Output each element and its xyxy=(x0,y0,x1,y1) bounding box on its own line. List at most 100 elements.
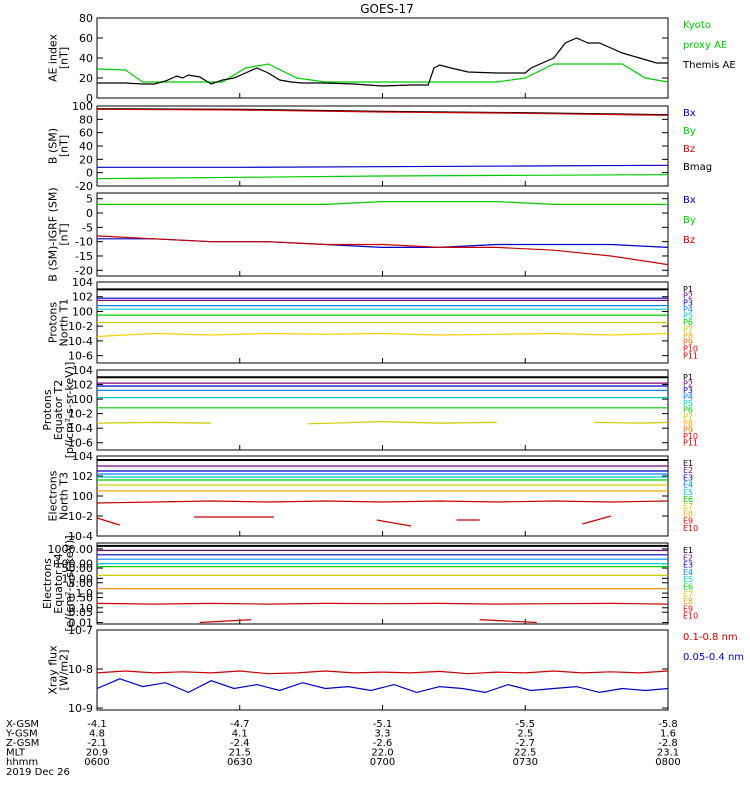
series-line-e10a xyxy=(96,517,120,526)
legend-entry: P8 xyxy=(683,331,693,340)
legend-entry: P8 xyxy=(683,419,693,428)
y-tick-label: 10-4 xyxy=(68,530,93,543)
x-tick-value: 3.3 xyxy=(375,729,391,740)
legend-entry: Bx xyxy=(683,108,696,119)
legend-entry: E6 xyxy=(683,495,693,504)
y-axis-label: AE index xyxy=(47,33,60,82)
legend-entry: Bx xyxy=(683,195,696,206)
y-tick-label: 102 xyxy=(72,470,93,483)
x-tick-value: -2.8 xyxy=(658,738,678,749)
y-axis-label: Electrons xyxy=(47,470,60,521)
y-tick-label: 104 xyxy=(72,450,93,463)
y-tick-label: -5 xyxy=(82,221,93,234)
legend-entry: E10 xyxy=(683,612,698,621)
legend-entry: P1 xyxy=(683,285,693,294)
x-tick-value: 0800 xyxy=(655,757,680,768)
legend-entry: P7 xyxy=(683,412,693,421)
legend-entry: 0.1-0.8 nm xyxy=(683,632,738,643)
series-line-e9 xyxy=(96,500,669,504)
x-tick-value: 0600 xyxy=(84,757,109,768)
y-tick-label: 40 xyxy=(79,52,93,65)
y-tick-label: 60 xyxy=(79,127,93,140)
y-axis-label: [p/(cm²-s-sr-keV)] xyxy=(63,362,76,459)
y-axis-label: North T3 xyxy=(58,472,71,520)
legend-entry: E2 xyxy=(683,466,693,475)
y-tick-label: 0 xyxy=(86,207,93,220)
y-tick-label: 0.05 xyxy=(69,606,94,619)
series-line-0-1-0-8-nm xyxy=(96,670,669,675)
y-axis-label: [W/m2] xyxy=(58,650,71,691)
x-tick-value: -2.4 xyxy=(230,738,250,749)
legend-entry: P4 xyxy=(683,393,693,402)
y-tick-label: 10-2 xyxy=(68,320,93,333)
x-tick-value: -4.7 xyxy=(230,719,250,730)
legend-entry: E5 xyxy=(683,575,693,584)
x-row-label: MLT xyxy=(6,748,26,759)
x-tick-value: 1.6 xyxy=(660,729,676,740)
legend-entry: P4 xyxy=(683,305,693,314)
panel-frame xyxy=(96,192,669,277)
y-axis-label: Xray flux xyxy=(47,645,60,695)
legend-entry: P1 xyxy=(683,373,693,382)
plot-date: 2019 Dec 26 xyxy=(6,767,70,778)
y-tick-label: 5 xyxy=(86,193,93,206)
legend-entry: P2 xyxy=(683,292,693,301)
panel-1: 0 20 40 60 80 AE index[nT] Kyoto proxy AE Themis… xyxy=(47,12,736,105)
y-axis-label: [nT] xyxy=(58,135,71,157)
y-tick-label: 1000.00 xyxy=(48,543,94,556)
legend-entry: E3 xyxy=(683,561,693,570)
y-tick-label: 10-9 xyxy=(68,702,93,715)
y-tick-label: 80 xyxy=(79,12,93,25)
y-tick-label: 40 xyxy=(79,140,93,153)
legend-entry: E10 xyxy=(683,524,698,533)
y-tick-label: 10-4 xyxy=(68,422,93,435)
y-axis-label: Electrons xyxy=(41,558,54,609)
x-row-label: Y-GSM xyxy=(5,729,38,740)
y-tick-label: 102 xyxy=(72,379,93,392)
y-tick-label: 1.0 xyxy=(76,587,94,600)
legend-entry: P9 xyxy=(683,425,693,434)
legend-entry: P3 xyxy=(683,298,693,307)
panel-frame xyxy=(96,369,669,451)
y-tick-label: 10-4 xyxy=(68,335,93,348)
legend-entry: By xyxy=(683,215,696,226)
series-line-p7b xyxy=(308,420,497,425)
y-tick-label: 10-2 xyxy=(68,408,93,421)
y-axis-label: North T1 xyxy=(58,299,71,347)
x-tick-value: -4.1 xyxy=(87,719,107,730)
series-line-p7 xyxy=(96,421,212,424)
legend-entry: E8 xyxy=(683,509,693,518)
x-row-label: X-GSM xyxy=(6,719,39,730)
series-line-e9 xyxy=(96,602,669,605)
legend-entry: E9 xyxy=(683,517,693,526)
y-axis-label: [nT] xyxy=(58,223,71,245)
series-line-e10a xyxy=(199,619,252,624)
legend-entry: Kyoto xyxy=(683,20,711,31)
legend-entry: E5 xyxy=(683,488,693,497)
y-axis-label: Equator T2 xyxy=(52,380,65,440)
legend-entry: Bz xyxy=(683,144,695,155)
y-axis-label: [e/(cm²-s-sr-keV)] xyxy=(63,535,76,631)
legend-entry: E1 xyxy=(683,546,693,555)
y-tick-label: 10-6 xyxy=(68,350,93,363)
legend-entry: P10 xyxy=(683,345,698,354)
legend-entry: Bmag xyxy=(683,162,712,173)
panel-frame xyxy=(96,629,669,711)
y-axis-label: Protons xyxy=(47,302,60,343)
y-tick-label: 100.00 xyxy=(55,558,94,571)
y-tick-label: 5.00 xyxy=(69,577,94,590)
y-tick-label: 104 xyxy=(72,276,93,289)
panel-3: -20-15-10 -505 B (SM)-IGRF (SM)[nT] Bx By Bz xyxy=(47,187,696,281)
y-tick-label: 0.50 xyxy=(69,592,94,605)
legend-entry: E4 xyxy=(683,481,693,490)
legend-entry: E8 xyxy=(683,597,693,606)
y-axis-label: [nT] xyxy=(58,47,71,69)
legend-entry: P5 xyxy=(683,312,693,321)
y-tick-label: 102 xyxy=(72,291,93,304)
y-tick-label: 0 xyxy=(86,92,93,105)
